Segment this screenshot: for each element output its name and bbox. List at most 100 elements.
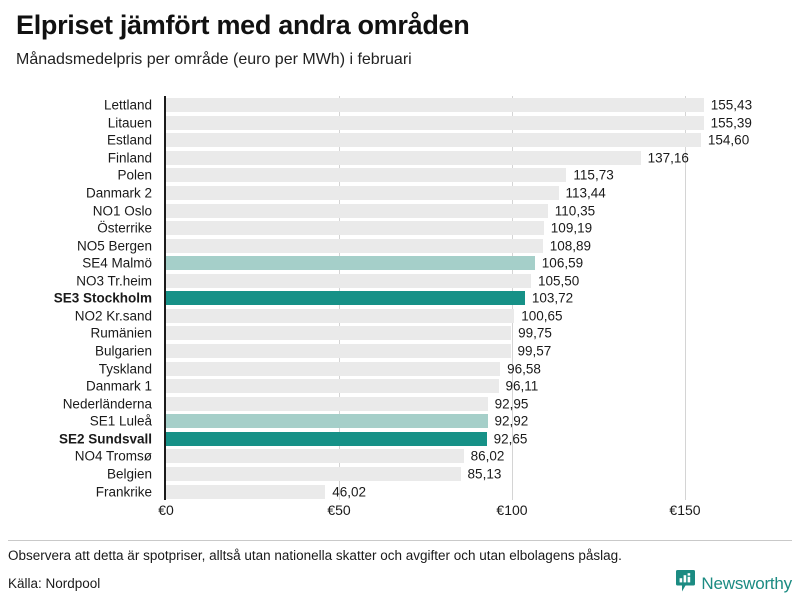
category-label: NO4 Tromsø: [74, 448, 152, 464]
bar: [166, 115, 704, 130]
category-label: Danmark 1: [85, 378, 152, 394]
category-label: Österrike: [97, 220, 152, 236]
bar: [166, 98, 704, 113]
value-label: 109,19: [550, 220, 593, 236]
value-label: 85,13: [467, 466, 502, 482]
footer-note: Observera att detta är spotpriser, allts…: [8, 548, 622, 563]
brand-name: Newsworthy: [701, 573, 792, 593]
bar: [166, 185, 559, 200]
bar-row: Rumänien 99,75: [0, 324, 800, 342]
category-label: Frankrike: [95, 484, 152, 500]
value-label: 100,65: [521, 308, 563, 324]
category-label: SE3 Stockholm: [53, 290, 152, 306]
value-label: 96,58: [507, 361, 541, 377]
footer-divider: [8, 540, 792, 541]
value-label: 137,16: [647, 150, 689, 166]
category-label: NO5 Bergen: [76, 238, 152, 254]
x-tick-label: €50: [327, 502, 351, 518]
bar-row: Polen 115,73: [0, 166, 800, 184]
bar: [166, 484, 326, 499]
value-label: 155,43: [710, 97, 753, 113]
bar: [166, 344, 511, 359]
x-tick-label: €150: [669, 502, 701, 518]
value-label: 108,89: [549, 238, 592, 254]
category-label: Litauen: [107, 115, 152, 131]
bar: [166, 133, 701, 148]
category-label: SE4 Malmö: [82, 255, 152, 271]
category-label: SE1 Luleå: [89, 413, 152, 429]
category-label: NO1 Oslo: [92, 203, 152, 219]
bar: [166, 379, 499, 394]
value-label: 86,02: [470, 448, 505, 464]
value-label: 99,57: [517, 343, 552, 359]
category-label: NO2 Kr.sand: [74, 308, 152, 324]
value-label: 154,60: [707, 132, 750, 148]
bar: [166, 168, 567, 183]
page-title: Elpriset jämfört med andra områden: [16, 10, 470, 40]
category-label: Danmark 2: [85, 185, 152, 201]
bar: [166, 326, 512, 341]
bar-row: NO5 Bergen 108,89: [0, 237, 800, 255]
value-label: 103,72: [531, 290, 574, 306]
bar-row: Bulgarien 99,57: [0, 342, 800, 360]
bar: [166, 467, 461, 481]
value-label: 99,75: [518, 325, 552, 341]
value-label: 115,73: [573, 167, 614, 183]
bar-row: NO2 Kr.sand 100,65: [0, 307, 800, 325]
value-label: 155,39: [710, 115, 752, 131]
bar-chart: Lettland 155,43 Litauen 155,39 Estland 154,60…: [0, 96, 800, 518]
bar: [166, 414, 488, 429]
category-label: Belgien: [106, 466, 152, 482]
bar: [166, 150, 641, 165]
bar-row: Finland 137,16: [0, 149, 800, 167]
value-label: 92,65: [493, 431, 528, 447]
bar: [166, 431, 487, 446]
category-label: Bulgarien: [94, 343, 152, 359]
value-label: 46,02: [332, 484, 367, 500]
value-label: 96,11: [505, 378, 539, 394]
bar-row: NO1 Oslo 110,35: [0, 201, 800, 219]
value-label: 92,95: [494, 396, 529, 412]
x-tick-label: €0: [158, 502, 174, 518]
bar-row: SE1 Luleå 92,92: [0, 412, 800, 430]
y-axis-line: [164, 96, 166, 500]
bar: [166, 273, 532, 288]
footer-source: Källa: Nordpool: [8, 576, 101, 591]
bar: [166, 203, 548, 218]
category-label: Nederländerna: [62, 396, 152, 412]
bar: [166, 291, 525, 306]
bar-row: Nederländerna 92,95: [0, 395, 800, 413]
category-label: SE2 Sundsvall: [58, 431, 152, 447]
bar-row: Danmark 1 96,11: [0, 377, 800, 395]
bar-row: Estland 154,60: [0, 131, 800, 149]
bar: [166, 221, 544, 236]
page-subtitle: Månadsmedelpris per område (euro per MWh…: [16, 51, 412, 68]
bar-row: Frankrike 46,02: [0, 482, 800, 500]
x-tick-label: €100: [496, 502, 528, 518]
value-label: 113,44: [565, 185, 606, 201]
value-label: 92,92: [494, 413, 529, 429]
category-label: Rumänien: [90, 325, 152, 341]
category-label: Lettland: [103, 97, 152, 113]
bar-row: Belgien 85,13: [0, 465, 800, 483]
bar-row: SE3 Stockholm 103,72: [0, 289, 800, 307]
value-label: 110,35: [554, 203, 596, 219]
value-label: 106,59: [541, 255, 584, 271]
bar: [166, 449, 464, 464]
bar: [166, 308, 515, 323]
bar-row: Österrike 109,19: [0, 219, 800, 237]
bar-row: Danmark 2 113,44: [0, 184, 800, 202]
category-label: Tyskland: [98, 361, 152, 377]
x-axis-ticks: €0 €50 €100 €150: [0, 502, 800, 526]
bar-row: Litauen 155,39: [0, 114, 800, 132]
bar: [166, 361, 501, 376]
bar-row: NO4 Tromsø 86,02: [0, 447, 800, 465]
bar-chart-pin-icon: [676, 570, 696, 597]
bar: [166, 396, 488, 411]
chart-header: Elpriset jämfört med andra områden Månad…: [16, 8, 786, 70]
category-label: NO3 Tr.heim: [76, 273, 152, 289]
category-label: Polen: [117, 167, 152, 183]
chart-footer: Observera att detta är spotpriser, allts…: [0, 540, 800, 600]
category-label: Estland: [106, 132, 152, 148]
